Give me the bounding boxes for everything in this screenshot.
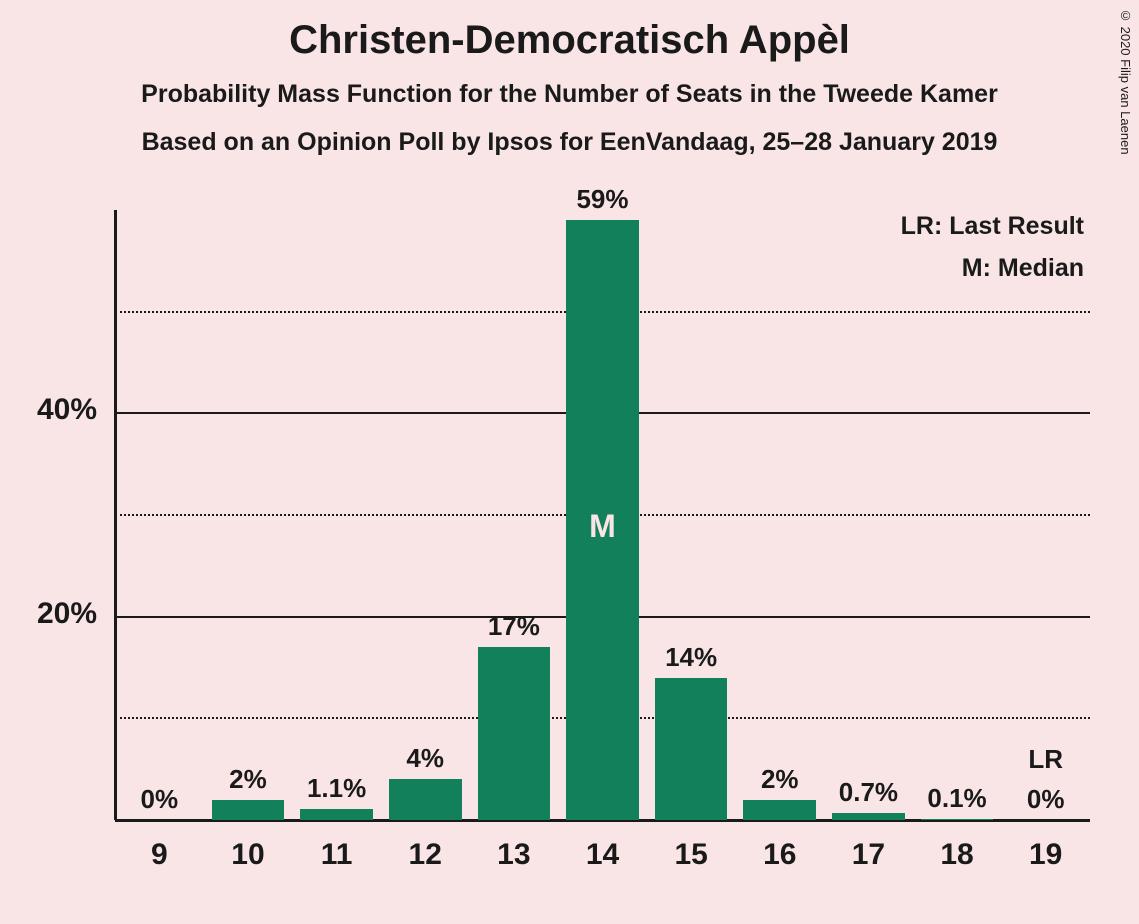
bar (389, 779, 462, 820)
copyright-text: © 2020 Filip van Laenen (1118, 8, 1133, 155)
x-tick-label: 18 (917, 838, 997, 872)
bar-value-label: 2% (730, 764, 830, 795)
bar (921, 819, 994, 820)
x-tick-label: 10 (208, 838, 288, 872)
y-tick-label: 20% (0, 597, 97, 631)
bar-value-label: 0.7% (818, 777, 918, 808)
bar-value-label: 17% (464, 611, 564, 642)
x-tick-label: 12 (385, 838, 465, 872)
chart-plot-area: M (115, 210, 1090, 820)
x-tick-label: 11 (297, 838, 377, 872)
bar-value-label: 0% (996, 784, 1096, 815)
x-tick-label: 15 (651, 838, 731, 872)
bar (212, 800, 285, 820)
lr-marker: LR (996, 744, 1096, 775)
chart-title: Christen-Democratisch Appèl (0, 18, 1139, 63)
bar-value-label: 4% (375, 743, 475, 774)
bar (655, 678, 728, 820)
x-tick-label: 9 (119, 838, 199, 872)
bar-value-label: 1.1% (287, 773, 387, 804)
bar (832, 813, 905, 820)
x-tick-label: 17 (828, 838, 908, 872)
y-axis (114, 210, 117, 820)
x-tick-label: 19 (1006, 838, 1086, 872)
chart-subtitle-1: Probability Mass Function for the Number… (0, 80, 1139, 109)
chart-subtitle-2: Based on an Opinion Poll by Ipsos for Ee… (0, 128, 1139, 157)
bar-value-label: 0.1% (907, 783, 1007, 814)
bar-value-label: 0% (109, 784, 209, 815)
legend-lr: LR: Last Result (901, 212, 1084, 241)
y-tick-label: 40% (0, 393, 97, 427)
bar (300, 809, 373, 820)
x-tick-label: 13 (474, 838, 554, 872)
bar (743, 800, 816, 820)
x-tick-label: 16 (740, 838, 820, 872)
x-tick-label: 14 (563, 838, 643, 872)
legend-m: M: Median (962, 254, 1084, 283)
bar-value-label: 2% (198, 764, 298, 795)
bar-value-label: 14% (641, 642, 741, 673)
bar-value-label: 59% (553, 184, 653, 215)
bar (478, 647, 551, 820)
median-marker: M (573, 508, 633, 545)
